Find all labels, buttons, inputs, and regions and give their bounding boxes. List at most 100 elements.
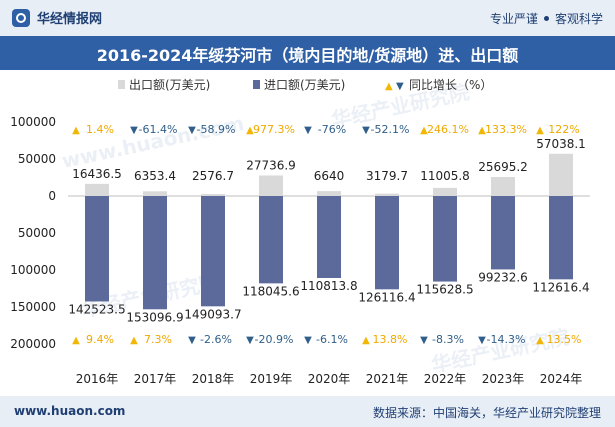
import-bar <box>201 196 225 307</box>
x-tick-label: 2020年 <box>308 372 351 386</box>
y-tick-label: 150000 <box>10 300 56 314</box>
export-value-label: 27736.9 <box>246 158 296 172</box>
legend-swatch-export <box>118 80 125 89</box>
slogan: 专业严谨 客观科学 <box>490 10 603 27</box>
import-bar <box>491 196 515 270</box>
export-value-label: 2576.7 <box>192 169 234 183</box>
import-value-label: 115628.5 <box>416 283 473 297</box>
export-bar <box>375 193 399 196</box>
import-value-label: 118045.6 <box>242 284 299 298</box>
import-value-label: 153096.9 <box>126 310 183 324</box>
brand-logo-icon <box>12 8 30 27</box>
import-growth-label: 9.4% <box>86 333 114 346</box>
export-growth-label: -76% <box>318 123 346 136</box>
brand-name: 华经情报网 <box>37 12 103 27</box>
down-triangle-icon: ▼ <box>478 335 486 346</box>
export-value-label: 11005.8 <box>420 169 470 183</box>
x-tick-label: 2021年 <box>366 372 409 386</box>
down-triangle-icon: ▼ <box>130 125 138 136</box>
up-triangle-icon: ▲ <box>246 125 254 136</box>
export-bar <box>317 191 341 196</box>
down-triangle-icon: ▼ <box>304 125 312 136</box>
x-tick-label: 2017年 <box>134 372 177 386</box>
export-growth-label: 122% <box>548 123 579 136</box>
x-tick-label: 2016年 <box>76 372 119 386</box>
import-value-label: 149093.7 <box>184 307 241 321</box>
export-bar <box>143 191 167 196</box>
export-growth-label: 977.3% <box>253 123 295 136</box>
import-value-label: 126116.4 <box>358 290 415 304</box>
legend-label-growth: 同比增长（%） <box>409 78 492 92</box>
import-growth-label: -8.3% <box>432 333 464 346</box>
export-bar <box>259 175 283 196</box>
import-bar <box>549 196 573 280</box>
import-bar <box>85 196 109 302</box>
y-tick-label: 50000 <box>18 226 56 240</box>
import-value-label: 99232.6 <box>478 270 528 284</box>
up-triangle-icon: ▲ <box>478 125 486 136</box>
x-tick-label: 2024年 <box>540 372 583 386</box>
down-triangle-icon: ▼ <box>304 335 312 346</box>
import-growth-label: -2.6% <box>200 333 232 346</box>
export-value-label: 6640 <box>314 169 345 183</box>
chart-title: 2016-2024年绥芬河市（境内目的地/货源地）进、出口额 <box>96 46 519 65</box>
up-triangle-icon: ▲ <box>420 125 428 136</box>
down-triangle-icon: ▼ <box>420 335 428 346</box>
export-growth-label: 1.4% <box>86 123 114 136</box>
legend-swatch-import <box>253 80 260 89</box>
up-triangle-icon: ▲ <box>362 335 370 346</box>
slogan-right: 客观科学 <box>554 12 603 26</box>
import-bar <box>433 196 457 282</box>
import-growth-label: -6.1% <box>316 333 348 346</box>
brand: 华经情报网 <box>12 8 102 27</box>
import-value-label: 110813.8 <box>300 279 357 293</box>
up-triangle-icon: ▲ <box>72 335 80 346</box>
down-triangle-icon: ▼ <box>362 125 370 136</box>
export-bar <box>491 176 515 196</box>
slogan-left: 专业严谨 <box>489 12 538 26</box>
x-tick-label: 2022年 <box>424 372 467 386</box>
export-growth-label: -52.1% <box>371 123 410 136</box>
import-bar <box>259 196 283 284</box>
title-bar <box>0 36 615 70</box>
import-growth-label: 13.5% <box>547 333 582 346</box>
import-growth-label: -20.9% <box>255 333 294 346</box>
legend-down-triangle-icon: ▼ <box>396 81 404 92</box>
header-bar <box>0 0 615 36</box>
footer-url[interactable]: www.huaon.com <box>14 404 126 418</box>
legend-label-import: 进口额(万美元) <box>264 78 345 92</box>
import-bar <box>317 196 341 279</box>
y-tick-label: 50000 <box>18 152 56 166</box>
footer-bar <box>0 396 615 427</box>
up-triangle-icon: ▲ <box>536 125 544 136</box>
legend-up-triangle-icon: ▲ <box>385 81 393 92</box>
import-bar <box>143 196 167 310</box>
down-triangle-icon: ▼ <box>246 335 254 346</box>
export-value-label: 6353.4 <box>134 169 176 183</box>
y-tick-label: 100000 <box>10 263 56 277</box>
export-growth-label: -61.4% <box>139 123 178 136</box>
y-tick-label: 100000 <box>10 115 56 129</box>
chart: 出口额(万美元) 进口额(万美元) ▲ ▼ 同比增长（%）100000500000500… <box>10 78 590 386</box>
down-triangle-icon: ▼ <box>188 125 196 136</box>
export-value-label: 16436.5 <box>72 167 122 181</box>
export-value-label: 3179.7 <box>366 169 408 183</box>
bullet-dot-icon <box>543 16 549 21</box>
import-value-label: 142523.5 <box>68 302 125 316</box>
export-value-label: 25695.2 <box>478 160 528 174</box>
export-bar <box>549 153 573 196</box>
import-growth-label: 13.8% <box>373 333 408 346</box>
x-tick-label: 2023年 <box>482 372 525 386</box>
import-growth-label: -14.3% <box>487 333 526 346</box>
export-bar <box>85 183 109 196</box>
x-tick-label: 2018年 <box>192 372 235 386</box>
export-growth-label: 246.1% <box>427 123 469 136</box>
import-value-label: 112616.4 <box>532 280 589 294</box>
import-growth-label: 7.3% <box>144 333 172 346</box>
up-triangle-icon: ▲ <box>536 335 544 346</box>
footer-source: 数据来源：中国海关，华经产业研究院整理 <box>372 406 601 420</box>
export-growth-label: -58.9% <box>197 123 236 136</box>
export-value-label: 57038.1 <box>536 137 586 151</box>
x-tick-label: 2019年 <box>250 372 293 386</box>
